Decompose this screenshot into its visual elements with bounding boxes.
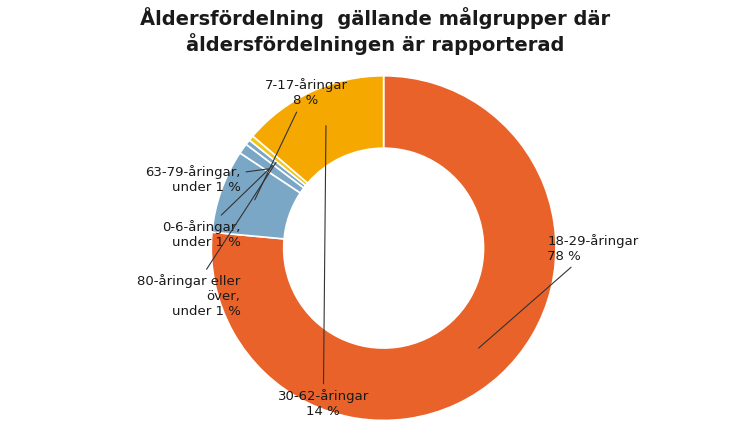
- Wedge shape: [253, 76, 383, 183]
- Wedge shape: [212, 153, 300, 239]
- Text: 0-6-åringar,
under 1 %: 0-6-åringar, under 1 %: [162, 165, 273, 249]
- Text: 7-17-åringar
8 %: 7-17-åringar 8 %: [255, 78, 347, 200]
- Text: 63-79-åringar,
under 1 %: 63-79-åringar, under 1 %: [146, 165, 268, 194]
- Title: Åldersfördelning  gällande målgrupper där
åldersfördelningen är rapporterad: Åldersfördelning gällande målgrupper där…: [140, 7, 610, 54]
- Text: 30-62-åringar
14 %: 30-62-åringar 14 %: [278, 126, 369, 419]
- Wedge shape: [249, 136, 308, 185]
- Wedge shape: [211, 76, 556, 420]
- Text: 18-29-åringar
78 %: 18-29-åringar 78 %: [478, 234, 638, 348]
- Wedge shape: [246, 140, 306, 188]
- Text: 80-åringar eller
över,
under 1 %: 80-åringar eller över, under 1 %: [137, 162, 276, 318]
- Wedge shape: [240, 144, 304, 193]
